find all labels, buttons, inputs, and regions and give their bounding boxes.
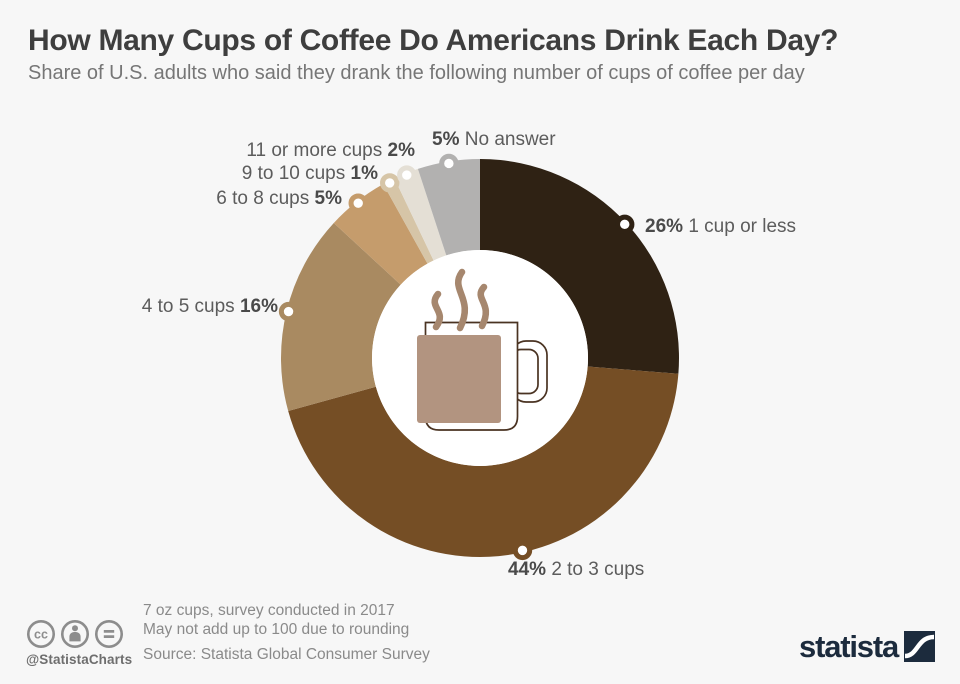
footnote-line: May not add up to 100 due to rounding [143, 620, 410, 638]
slice-label-3: 6 to 8 cups 5% [216, 188, 342, 209]
slice-name: 4 to 5 cups [141, 296, 235, 317]
mug-coffee-fill [417, 335, 501, 423]
footnote-line: 7 oz cups, survey conducted in 2017 [143, 602, 395, 619]
donut-slice-0 [480, 159, 679, 374]
page-title: How Many Cups of Coffee Do Americans Dri… [28, 24, 839, 57]
coffee-mug-icon [417, 268, 548, 431]
donut-slice-4 [383, 178, 434, 264]
slice-pct: 26% [645, 216, 684, 237]
slice-marker-2 [278, 301, 299, 322]
steam-icon [431, 268, 490, 332]
slice-marker-5 [397, 165, 417, 185]
slice-name: 2 to 3 cups [551, 559, 645, 580]
donut-slice-6 [417, 159, 480, 256]
statista-logo-icon [904, 631, 935, 662]
slice-name: No answer [464, 129, 556, 150]
cc-icon: cc [27, 620, 55, 648]
footnotes: 7 oz cups, survey conducted in 2017 May … [143, 602, 430, 665]
slice-pct: 1% [350, 163, 378, 184]
slice-name: 1 cup or less [688, 216, 797, 237]
slice-name: 9 to 10 cups [241, 163, 346, 184]
donut-slices [281, 159, 679, 557]
slice-marker-1 [512, 540, 533, 561]
slice-label-2: 4 to 5 cups 16% [142, 296, 278, 317]
slice-pct: 5% [432, 129, 460, 150]
slice-marker-4 [380, 173, 400, 193]
donut-slice-5 [394, 168, 447, 261]
slice-marker-0 [615, 214, 635, 235]
slice-marker-6 [439, 153, 459, 174]
slice-name: 6 to 8 cups [216, 188, 310, 209]
donut-slice-1 [288, 366, 679, 557]
cc-equal-icon [95, 620, 123, 648]
page-subtitle: Share of U.S. adults who said they drank… [28, 62, 805, 84]
svg-text:cc: cc [34, 628, 48, 642]
slice-pct: 2% [387, 140, 415, 161]
slice-label-4: 9 to 10 cups 1% [242, 163, 378, 184]
statista-brand: statista [799, 631, 935, 662]
slice-label-6: 5% No answer [432, 129, 556, 150]
slice-pct: 16% [239, 296, 278, 317]
slice-marker-3 [348, 193, 368, 213]
slice-label-1: 44% 2 to 3 cups [508, 559, 644, 580]
donut-slice-2 [281, 222, 401, 412]
slice-pct: 44% [508, 559, 547, 580]
statista-charts-handle: @StatistaCharts [26, 652, 133, 667]
source-line: Source: Statista Global Consumer Survey [143, 646, 430, 663]
cc-attribution-icon [61, 620, 89, 648]
slice-label-5: 11 or more cups 2% [246, 140, 415, 161]
slice-name: 11 or more cups [246, 140, 383, 161]
statista-wordmark: statista [799, 629, 899, 664]
credit-block: cc @StatistaCharts [26, 619, 132, 667]
slice-label-0: 26% 1 cup or less [645, 216, 796, 237]
slice-markers [278, 153, 635, 561]
slice-pct: 5% [314, 188, 342, 209]
cc-license-icons: cc [26, 619, 132, 649]
